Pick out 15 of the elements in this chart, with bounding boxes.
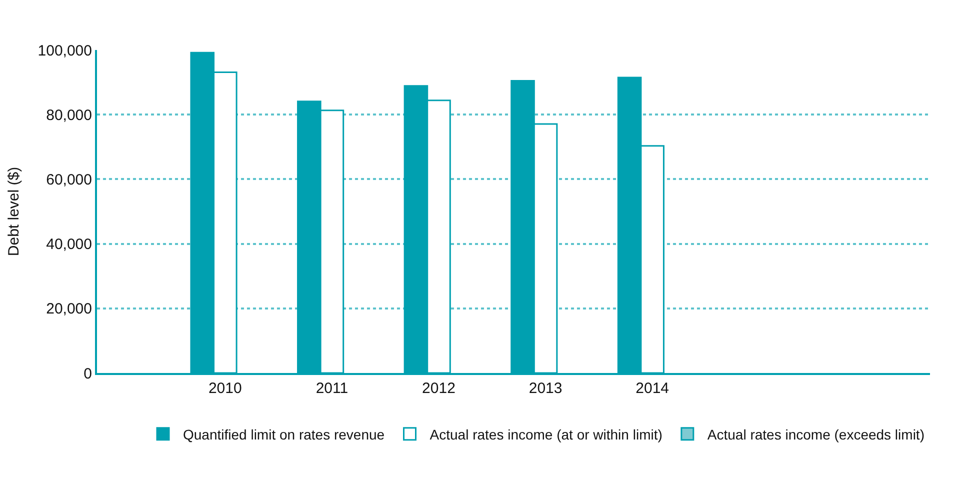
legend-label: Actual rates income (exceeds limit) xyxy=(707,426,924,442)
y-tick-label: 60,000 xyxy=(46,171,92,188)
y-tick-label: 20,000 xyxy=(46,300,92,318)
x-tick-label: 2011 xyxy=(316,380,348,397)
y-tick-label: 40,000 xyxy=(46,236,92,254)
x-tick-label: 2012 xyxy=(422,380,456,397)
legend-label: Quantified limit on rates revenue xyxy=(183,426,385,442)
x-tick-label: 2014 xyxy=(636,380,670,397)
y-tick-label: 100,000 xyxy=(38,42,92,60)
y-tick-label: 80,000 xyxy=(46,106,92,124)
y-axis-title: Debt level ($) xyxy=(6,166,23,256)
legend-label: Actual rates income (at or within limit) xyxy=(430,426,662,442)
y-tick-label: 0 xyxy=(84,365,92,382)
x-tick-label: 2013 xyxy=(528,380,562,397)
x-tick-label: 2010 xyxy=(208,380,242,397)
